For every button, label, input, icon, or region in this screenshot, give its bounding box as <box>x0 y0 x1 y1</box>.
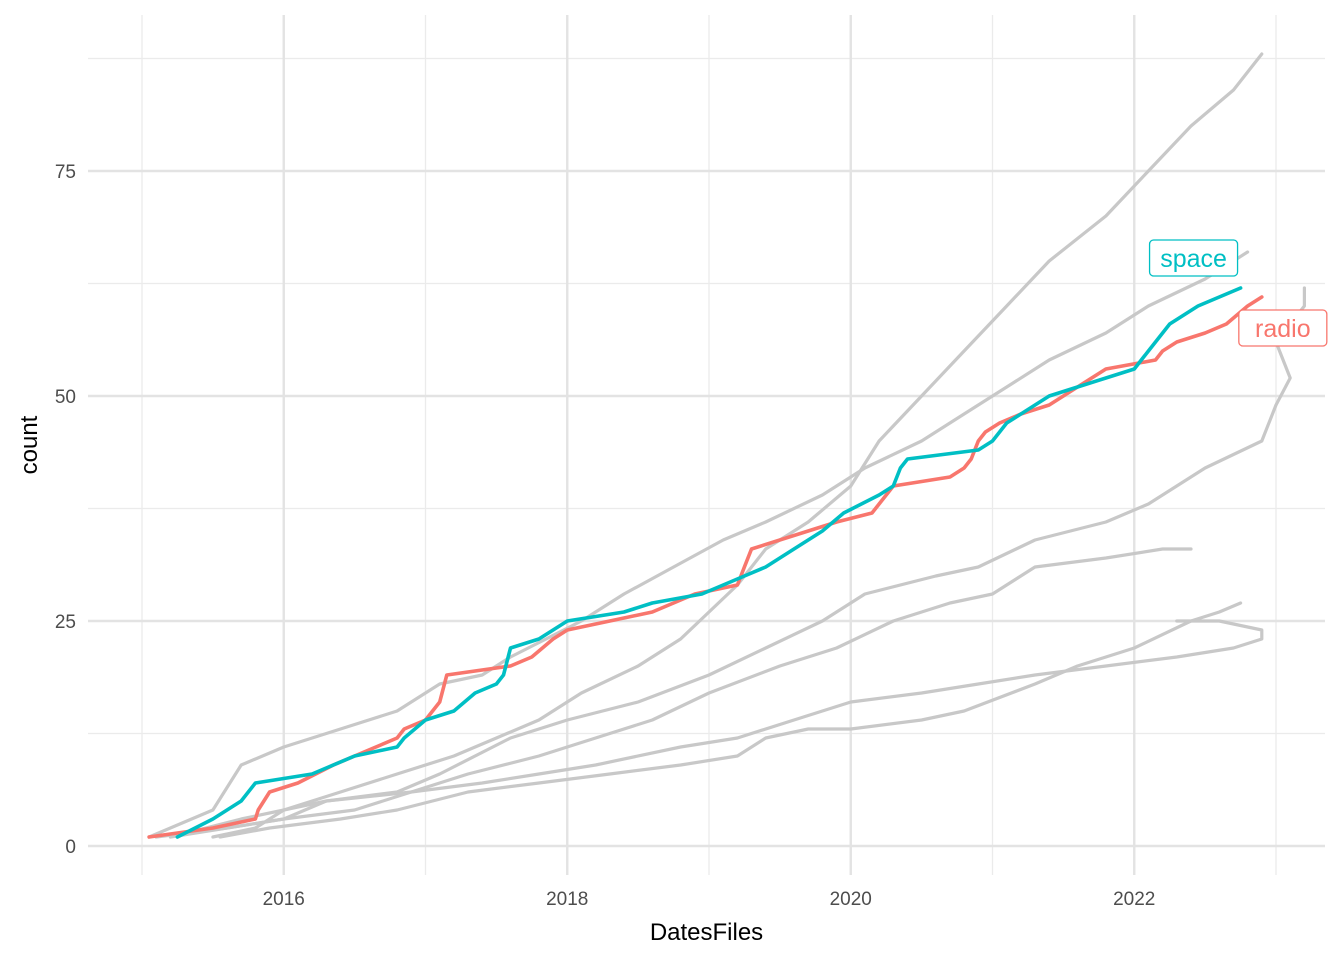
y-axis-title: count <box>16 415 43 474</box>
series-label-space: space <box>1160 245 1227 273</box>
x-axis-title: DatesFiles <box>650 919 763 946</box>
series-line-background <box>147 250 1250 839</box>
major-gridlines <box>88 15 1325 875</box>
series-label-radio: radio <box>1255 315 1311 343</box>
x-tick-label: 2016 <box>263 889 305 910</box>
series-line-radio <box>147 295 1264 839</box>
y-tick-label: 0 <box>65 837 76 858</box>
minor-gridlines <box>88 15 1325 875</box>
series-line-background <box>218 601 1243 839</box>
series-label-box-space <box>1148 239 1239 277</box>
x-tick-label: 2022 <box>1113 889 1155 910</box>
highlighted-series <box>147 286 1264 839</box>
x-tick-label: 2020 <box>830 889 872 910</box>
series-line-background <box>211 52 1264 839</box>
y-tick-label: 50 <box>55 387 76 408</box>
background-series <box>147 52 1306 839</box>
series-label-box-radio <box>1238 309 1328 347</box>
tick-labels: 2016 2018 2020 2022 0 25 50 75 <box>55 162 1156 910</box>
x-tick-label: 2018 <box>546 889 588 910</box>
series-line-background <box>154 286 1306 839</box>
y-tick-label: 75 <box>55 162 76 183</box>
series-line-background <box>168 547 1193 839</box>
series-line-background <box>168 619 1264 839</box>
series-line-space <box>175 286 1243 839</box>
series-labels: space radio <box>1148 239 1328 347</box>
y-tick-label: 25 <box>55 612 76 633</box>
